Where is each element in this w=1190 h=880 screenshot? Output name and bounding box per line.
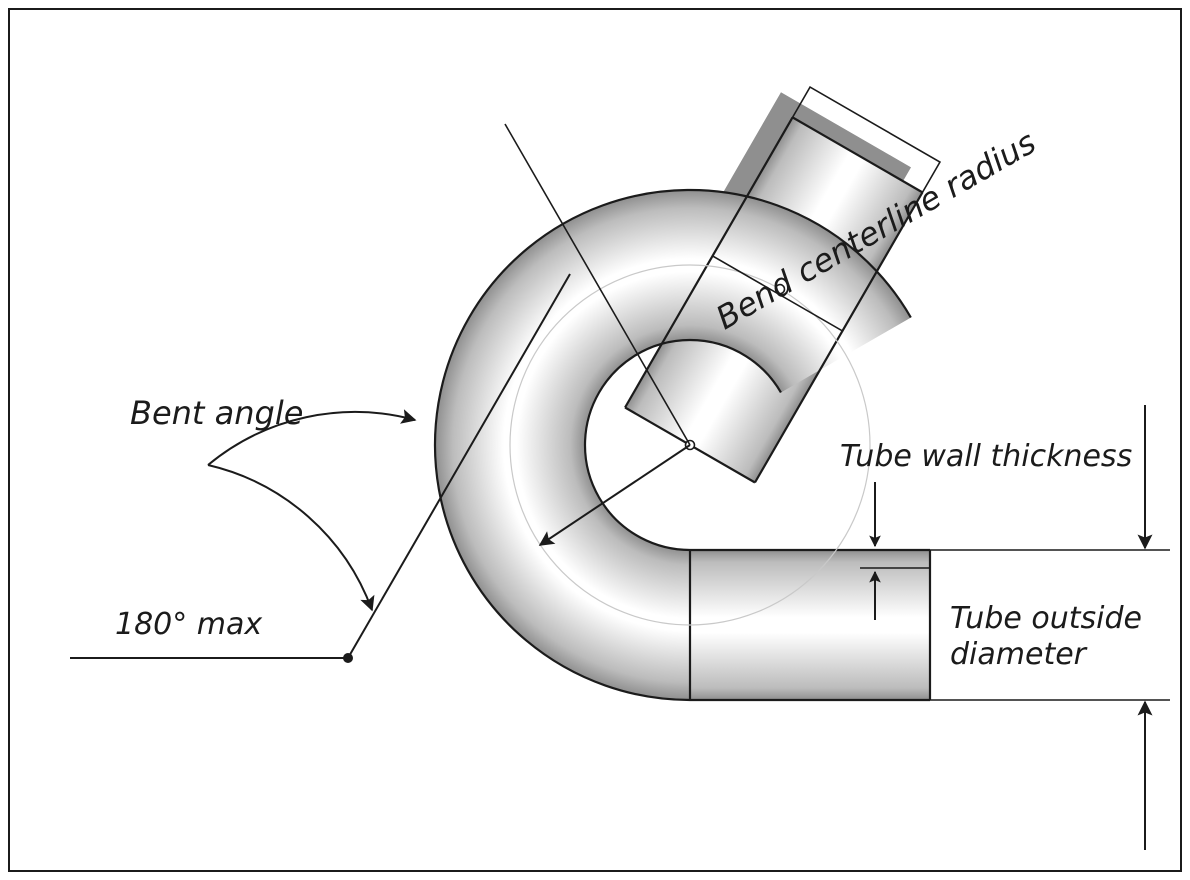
- tube-lower-leg: [690, 550, 930, 700]
- label-angle-max: 180° max: [115, 608, 262, 643]
- label-outside-diameter-2: diameter: [950, 638, 1086, 673]
- label-outside-diameter-1: Tube outside: [950, 602, 1142, 637]
- label-wall-thickness: Tube wall thickness: [840, 440, 1132, 475]
- bent-angle-arc: [208, 465, 372, 610]
- diagram-frame: Bent angle 180° max Bend centerline radi…: [8, 8, 1182, 872]
- label-bent-angle: Bent angle: [130, 395, 303, 432]
